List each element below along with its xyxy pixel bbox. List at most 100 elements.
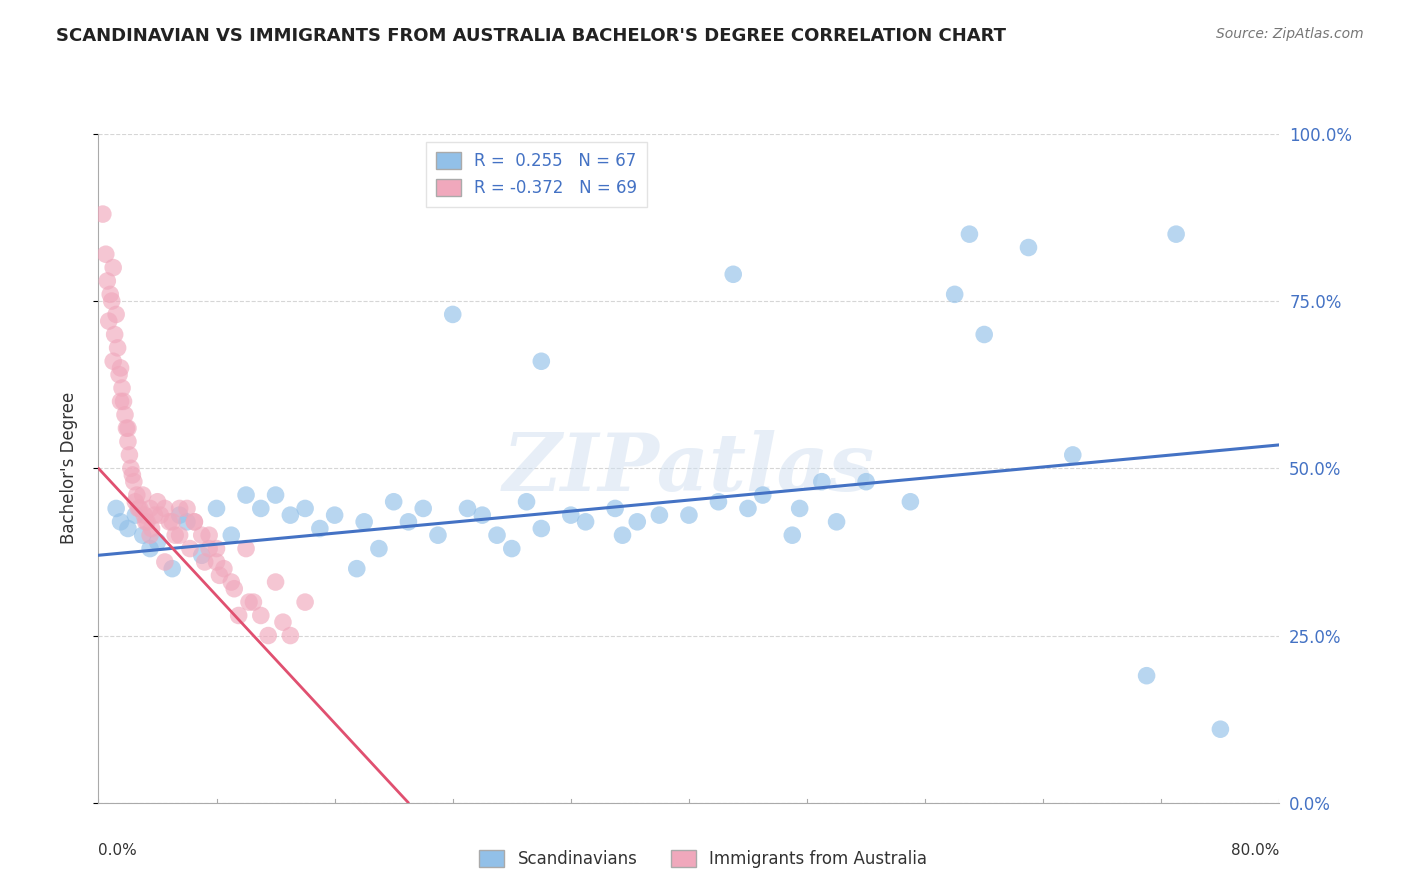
- Point: [117, 421, 139, 435]
- Point: [973, 327, 995, 342]
- Point: [128, 501, 150, 516]
- Point: [238, 595, 260, 609]
- Point: [264, 575, 287, 590]
- Point: [456, 501, 478, 516]
- Point: [516, 494, 538, 508]
- Point: [574, 515, 596, 529]
- Point: [250, 501, 273, 516]
- Point: [91, 207, 114, 221]
- Point: [278, 508, 302, 523]
- Point: [146, 535, 169, 549]
- Point: [959, 227, 981, 242]
- Point: [191, 548, 214, 563]
- Point: [157, 515, 180, 529]
- Point: [143, 508, 166, 523]
- Point: [132, 528, 155, 542]
- Point: [96, 274, 118, 288]
- Legend: R =  0.255   N = 67, R = -0.372   N = 69: R = 0.255 N = 67, R = -0.372 N = 69: [426, 142, 647, 207]
- Y-axis label: Bachelor's Degree: Bachelor's Degree: [59, 392, 77, 544]
- Point: [94, 247, 117, 261]
- Point: [117, 434, 139, 449]
- Point: [560, 508, 582, 523]
- Point: [153, 555, 176, 569]
- Point: [134, 508, 156, 523]
- Point: [141, 521, 163, 535]
- Point: [257, 628, 280, 642]
- Point: [162, 562, 183, 576]
- Point: [782, 528, 804, 542]
- Point: [110, 515, 132, 529]
- Point: [135, 515, 157, 529]
- Point: [103, 354, 125, 368]
- Point: [194, 555, 217, 569]
- Point: [169, 501, 191, 516]
- Point: [97, 314, 120, 328]
- Point: [294, 501, 316, 516]
- Point: [235, 488, 257, 502]
- Point: [530, 354, 553, 368]
- Point: [427, 528, 450, 542]
- Point: [235, 541, 257, 556]
- Point: [165, 528, 187, 542]
- Point: [271, 615, 294, 630]
- Point: [242, 595, 264, 609]
- Point: [224, 582, 246, 596]
- Point: [110, 394, 132, 409]
- Point: [648, 508, 671, 523]
- Point: [278, 628, 302, 642]
- Point: [707, 494, 730, 508]
- Point: [100, 294, 122, 309]
- Point: [169, 508, 191, 523]
- Point: [139, 541, 162, 556]
- Point: [212, 562, 235, 576]
- Point: [179, 541, 201, 556]
- Point: [323, 508, 346, 523]
- Text: SCANDINAVIAN VS IMMIGRANTS FROM AUSTRALIA BACHELOR'S DEGREE CORRELATION CHART: SCANDINAVIAN VS IMMIGRANTS FROM AUSTRALI…: [56, 27, 1007, 45]
- Point: [127, 501, 149, 516]
- Point: [810, 475, 832, 489]
- Point: [108, 368, 131, 382]
- Point: [205, 555, 228, 569]
- Text: 80.0%: 80.0%: [1232, 843, 1279, 858]
- Point: [1135, 669, 1157, 683]
- Point: [124, 508, 146, 523]
- Point: [162, 515, 183, 529]
- Point: [198, 541, 221, 556]
- Point: [264, 488, 287, 502]
- Point: [110, 361, 132, 376]
- Point: [1062, 448, 1084, 462]
- Point: [382, 494, 405, 508]
- Point: [118, 448, 141, 462]
- Point: [117, 521, 139, 535]
- Point: [309, 521, 332, 535]
- Point: [208, 568, 231, 582]
- Point: [111, 381, 134, 395]
- Point: [825, 515, 848, 529]
- Point: [105, 307, 128, 322]
- Point: [105, 501, 128, 516]
- Point: [294, 595, 316, 609]
- Point: [612, 528, 634, 542]
- Point: [471, 508, 494, 523]
- Text: Source: ZipAtlas.com: Source: ZipAtlas.com: [1216, 27, 1364, 41]
- Point: [183, 515, 205, 529]
- Point: [250, 608, 273, 623]
- Point: [943, 287, 966, 301]
- Point: [132, 488, 155, 502]
- Point: [139, 528, 162, 542]
- Text: 0.0%: 0.0%: [98, 843, 138, 858]
- Point: [107, 341, 129, 355]
- Point: [900, 494, 922, 508]
- Point: [346, 562, 368, 576]
- Point: [855, 475, 877, 489]
- Point: [198, 528, 221, 542]
- Point: [789, 501, 811, 516]
- Point: [486, 528, 509, 542]
- Point: [146, 494, 169, 508]
- Point: [103, 260, 125, 275]
- Point: [115, 421, 138, 435]
- Point: [626, 515, 648, 529]
- Point: [678, 508, 700, 523]
- Point: [153, 501, 176, 516]
- Point: [176, 501, 198, 516]
